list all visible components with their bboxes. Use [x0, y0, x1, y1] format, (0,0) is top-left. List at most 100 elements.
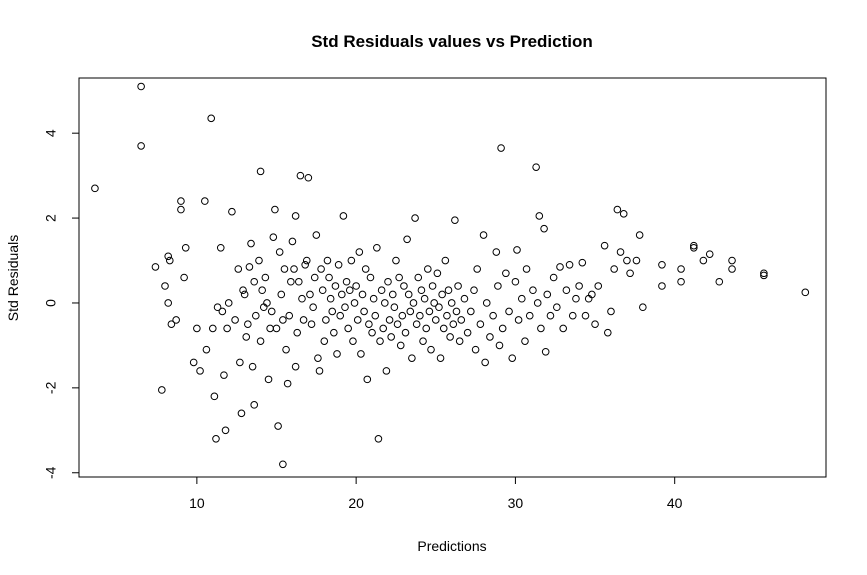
data-point	[325, 273, 333, 282]
data-point	[201, 197, 209, 205]
data-point	[151, 263, 160, 271]
data-point	[312, 231, 321, 239]
data-point	[172, 316, 180, 324]
data-point	[760, 269, 768, 278]
data-point	[345, 286, 354, 295]
data-point	[363, 375, 372, 384]
data-point	[525, 311, 534, 320]
data-point	[540, 224, 548, 233]
data-point	[369, 294, 378, 303]
data-point	[409, 299, 418, 307]
data-point	[610, 265, 618, 273]
data-point	[240, 290, 249, 299]
data-point	[511, 277, 520, 286]
data-point	[202, 345, 211, 354]
data-point	[236, 358, 244, 367]
data-point	[317, 265, 325, 273]
data-point	[443, 311, 451, 320]
x-tick-label: 20	[348, 495, 364, 511]
data-point	[302, 256, 311, 265]
data-point	[285, 311, 294, 320]
data-point	[416, 311, 424, 320]
data-point	[210, 392, 219, 401]
data-point	[256, 167, 265, 176]
data-point	[224, 299, 233, 307]
data-point	[256, 337, 265, 345]
data-point	[266, 324, 274, 333]
data-point	[334, 260, 343, 269]
data-point	[398, 311, 407, 320]
data-point	[417, 286, 426, 295]
data-point	[801, 288, 810, 297]
data-point	[352, 282, 360, 290]
data-point	[715, 277, 724, 286]
data-points	[91, 82, 810, 469]
data-point	[247, 239, 255, 248]
data-point	[408, 354, 416, 362]
data-point	[234, 265, 243, 273]
data-point	[565, 260, 574, 269]
data-point	[360, 307, 368, 316]
data-point	[390, 303, 399, 312]
data-point	[427, 345, 435, 354]
data-point	[401, 328, 410, 337]
data-point	[486, 333, 494, 341]
data-point	[304, 173, 313, 182]
data-point	[502, 269, 510, 278]
data-point	[568, 311, 577, 320]
data-point	[374, 434, 383, 443]
data-point	[242, 333, 251, 341]
y-axis-label: Std Residuals	[5, 235, 21, 321]
data-point	[433, 269, 442, 278]
data-point	[320, 337, 329, 345]
data-point	[258, 286, 266, 295]
data-point	[279, 460, 287, 469]
data-point	[306, 290, 314, 299]
data-point	[291, 362, 300, 371]
data-point	[532, 163, 540, 171]
y-tick-label: 0	[43, 299, 59, 307]
data-point	[549, 273, 558, 282]
data-point	[379, 324, 388, 333]
data-point	[430, 299, 438, 307]
data-point	[562, 286, 571, 295]
data-point	[435, 303, 443, 312]
data-point	[505, 307, 513, 316]
data-point	[446, 333, 454, 341]
data-point	[245, 263, 254, 271]
data-point	[231, 316, 239, 324]
data-point	[658, 282, 666, 290]
data-point	[513, 246, 521, 254]
data-point	[161, 282, 169, 290]
data-point	[291, 212, 300, 220]
data-point	[498, 324, 507, 333]
x-tick-label: 30	[508, 495, 524, 511]
data-point	[309, 303, 317, 312]
data-point	[553, 303, 561, 312]
data-point	[213, 303, 222, 312]
data-point	[177, 197, 185, 205]
data-point	[444, 286, 453, 295]
data-point	[760, 271, 768, 280]
data-point	[294, 277, 303, 286]
data-point	[658, 260, 666, 269]
data-point	[274, 422, 282, 430]
data-point	[447, 299, 456, 307]
data-point	[221, 426, 230, 435]
data-point	[414, 273, 423, 282]
data-point	[196, 367, 204, 375]
data-point	[677, 265, 685, 273]
plot-frame	[78, 77, 827, 478]
data-point	[428, 282, 437, 290]
data-point	[310, 273, 319, 282]
data-point	[299, 316, 308, 324]
data-point	[454, 282, 462, 290]
y-tick-label: -4	[43, 466, 59, 479]
data-point	[603, 328, 612, 337]
data-point	[705, 250, 714, 258]
data-point	[218, 307, 227, 316]
data-point	[479, 231, 488, 239]
data-point	[382, 367, 391, 375]
chart-title: Std Residuals values vs Prediction	[311, 32, 593, 51]
data-point	[400, 282, 408, 290]
